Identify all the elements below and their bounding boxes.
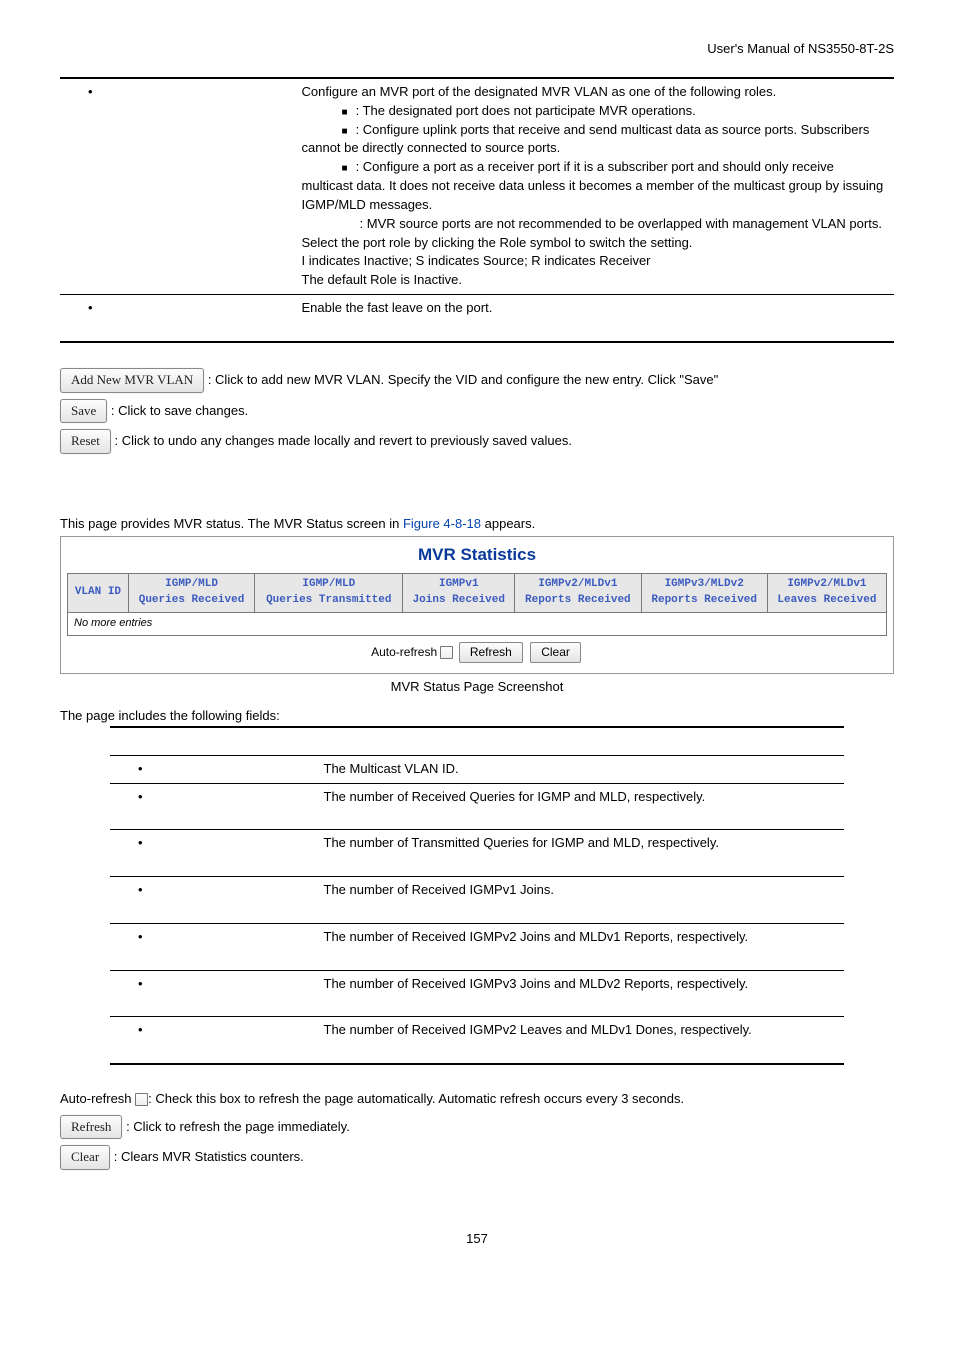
stats-table: VLAN ID IGMP/MLDQueries Received IGMP/ML… [67,573,887,636]
role-item: : The designated port does not participa… [356,103,696,118]
page-header: User's Manual of NS3550-8T-2S [60,40,894,59]
table-row: Configure an MVR port of the designated … [60,79,894,295]
role-extra: Select the port role by clicking the Rol… [302,234,886,253]
clear-desc: : Clears MVR Statistics counters. [114,1149,304,1164]
square-icon [302,122,356,137]
table-row: The number of Received IGMPv1 Joins. [110,877,844,924]
field-desc: The Multicast VLAN ID. [316,755,844,783]
reset-button[interactable]: Reset [60,429,111,454]
add-mvr-vlan-button[interactable]: Add New MVR VLAN [60,368,204,393]
figure-caption: MVR Status Page Screenshot [60,678,894,697]
auto-refresh-checkbox[interactable] [135,1093,148,1106]
col-v3v2-reports: IGMPv3/MLDv2Reports Received [641,574,767,613]
square-icon [302,159,356,174]
table-row: The number of Received IGMPv3 Joins and … [110,970,844,1017]
page-number: 157 [60,1230,894,1249]
table-row: The number of Transmitted Queries for IG… [110,830,844,877]
field-desc: The number of Received Queries for IGMP … [316,783,844,830]
col-v2v1-leaves: IGMPv2/MLDv1Leaves Received [767,574,886,613]
save-desc: : Click to save changes. [111,403,248,418]
col-v2v1-reports: IGMPv2/MLDv1Reports Received [515,574,641,613]
bullet-icon [118,976,151,991]
bullet-icon [118,882,151,897]
bullet-icon [118,929,151,944]
fields-header-row [110,728,844,755]
bullet-icon [118,761,151,776]
refresh-desc: : Click to refresh the page immediately. [126,1119,350,1134]
mvr-status-intro: This page provides MVR status. The MVR S… [60,515,894,534]
port-role-table: Configure an MVR port of the designated … [60,79,894,341]
bullet-icon [118,789,151,804]
role-extra: I indicates Inactive; S indicates Source… [302,252,886,271]
field-desc: The number of Received IGMPv1 Joins. [316,877,844,924]
save-button[interactable]: Save [60,399,107,424]
role-item: : Configure uplink ports that receive an… [302,122,870,156]
figure-link[interactable]: Figure 4-8-18 [403,516,481,531]
bullet-icon [68,300,101,315]
table-row: The number of Received Queries for IGMP … [110,783,844,830]
bullet-icon [68,84,101,99]
stats-header-row: VLAN ID IGMP/MLDQueries Received IGMP/ML… [68,574,887,613]
table-row: The number of Received IGMPv2 Joins and … [110,923,844,970]
col-queries-received: IGMP/MLDQueries Received [128,574,254,613]
divider [60,341,894,343]
fields-intro: The page includes the following fields: [60,707,894,726]
role-item: : Configure a port as a receiver port if… [302,159,884,212]
col-vlan-id: VLAN ID [68,574,129,613]
clear-button[interactable]: Clear [530,642,581,663]
field-desc: The number of Received IGMPv2 Joins and … [316,923,844,970]
role-extra: : MVR source ports are not recommended t… [360,215,886,234]
add-desc: : Click to add new MVR VLAN. Specify the… [208,372,718,387]
fast-leave-desc: Enable the fast leave on the port. [302,299,886,318]
table-row: The Multicast VLAN ID. [110,755,844,783]
bullet-icon [118,1022,151,1037]
clear-button[interactable]: Clear [60,1145,110,1170]
stats-controls: Auto-refresh Refresh Clear [67,642,887,663]
role-extra: The default Role is Inactive. [302,271,886,290]
mvr-statistics-panel: MVR Statistics VLAN ID IGMP/MLDQueries R… [60,536,894,675]
square-icon [302,103,356,118]
role-intro: Configure an MVR port of the designated … [302,83,886,102]
reset-desc: : Click to undo any changes made locally… [115,433,572,448]
refresh-button[interactable]: Refresh [60,1115,122,1140]
auto-refresh-label: Auto-refresh [60,1091,135,1106]
no-entries: No more entries [68,613,887,636]
stats-empty-row: No more entries [68,613,887,636]
auto-refresh-checkbox[interactable] [440,646,453,659]
fields-table: The Multicast VLAN ID. The number of Rec… [110,728,844,1063]
col-igmpv1-joins: IGMPv1Joins Received [403,574,515,613]
bullet-icon [118,835,151,850]
intro-pre: This page provides MVR status. The MVR S… [60,516,403,531]
table-row: Enable the fast leave on the port. [60,295,894,341]
auto-refresh-desc: : Check this box to refresh the page aut… [148,1091,684,1106]
table-row: The number of Received IGMPv2 Leaves and… [110,1017,844,1063]
field-desc: The number of Received IGMPv3 Joins and … [316,970,844,1017]
col-queries-transmitted: IGMP/MLDQueries Transmitted [255,574,403,613]
field-desc: The number of Received IGMPv2 Leaves and… [316,1017,844,1063]
divider [110,1063,844,1065]
refresh-button[interactable]: Refresh [459,642,523,663]
auto-refresh-label: Auto-refresh [371,645,437,659]
intro-post: appears. [481,516,535,531]
field-desc: The number of Transmitted Queries for IG… [316,830,844,877]
stats-title: MVR Statistics [67,543,887,568]
